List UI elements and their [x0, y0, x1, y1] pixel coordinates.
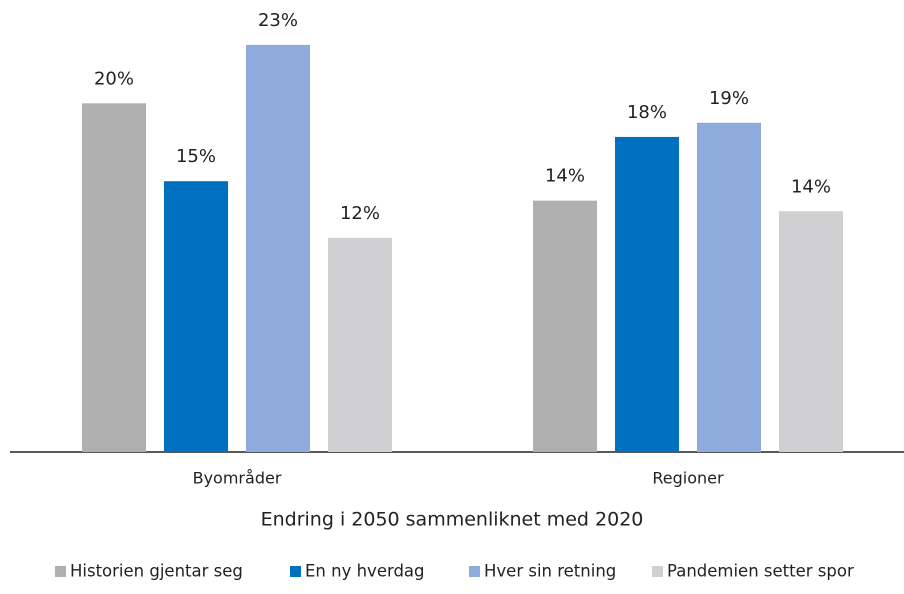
data-label: 23%: [258, 10, 298, 31]
x-tick-label: Regioner: [652, 469, 724, 488]
bar: [779, 211, 843, 452]
data-label: 19%: [709, 88, 749, 109]
legend-label: Hver sin retning: [484, 562, 616, 581]
data-label: 20%: [94, 68, 134, 89]
bar: [328, 237, 392, 452]
legend-label: Pandemien setter spor: [667, 562, 854, 581]
bar: [82, 103, 146, 452]
legend-swatch: [290, 566, 301, 577]
bar: [697, 122, 761, 452]
bar: [533, 200, 597, 452]
data-label: 14%: [545, 166, 585, 187]
bar: [246, 44, 310, 453]
data-label: 14%: [791, 176, 831, 197]
bar: [164, 181, 228, 452]
legend-swatch: [55, 566, 66, 577]
legend-swatch: [469, 566, 480, 577]
legend-label: Historien gjentar seg: [70, 562, 243, 581]
legend-swatch: [652, 566, 663, 577]
data-label: 18%: [627, 102, 667, 123]
data-label: 12%: [340, 203, 380, 224]
x-tick-label: Byområder: [193, 469, 282, 488]
legend-label: En ny hverdag: [305, 562, 425, 581]
bar: [615, 136, 679, 452]
x-axis-title: Endring i 2050 sammenliknet med 2020: [261, 509, 644, 531]
data-label: 15%: [176, 146, 216, 167]
